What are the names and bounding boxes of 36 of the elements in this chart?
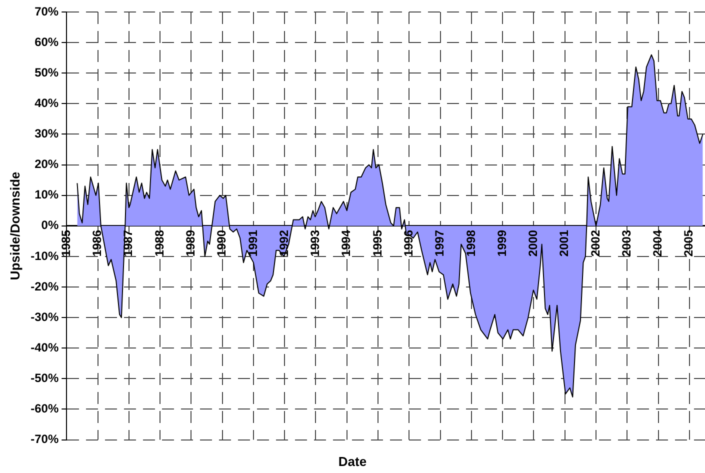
y-tick-label: -10% [30,248,59,263]
x-tick-label: 1995 [370,230,384,257]
y-tick-label: 70% [34,4,59,18]
x-tick-label: 1991 [246,230,260,257]
y-tick-label: -30% [30,310,59,324]
y-tick-label: -40% [30,340,59,354]
x-tick-label: 1988 [152,230,166,257]
x-tick-label: 1986 [90,230,104,257]
x-tick-label: 1998 [464,230,478,257]
y-tick-label: 20% [34,157,59,172]
y-tick-label: -50% [30,371,59,385]
y-tick-label: -60% [30,402,59,416]
y-tick-label: 30% [34,126,59,141]
x-tick-label: 2005 [682,230,696,257]
x-tick-label: 1996 [401,230,416,257]
x-tick-label: 2004 [650,230,665,257]
y-tick-label: 50% [34,65,59,80]
y-tick-label: 10% [34,188,59,202]
y-tick-label: 40% [34,96,59,110]
y-tick-label: 0% [41,218,59,232]
x-tick-label: 1990 [214,230,229,257]
x-tick-label: 1993 [308,230,322,257]
x-tick-label: 2003 [619,230,634,257]
x-axis-title: Date [337,454,368,469]
x-tick-label: 1997 [432,230,447,257]
y-tick-label: -20% [30,279,59,294]
y-tick-label: -70% [30,432,59,446]
y-tick-label: 60% [34,34,59,49]
x-tick-label: 1989 [183,230,198,257]
x-tick-label: 2002 [588,230,602,257]
x-tick-label: 2001 [557,230,572,257]
x-tick-label: 2000 [526,230,540,257]
y-axis-title: Upside/Downside [7,172,22,280]
x-tick-label: 1994 [339,230,354,257]
x-tick-label: 1992 [276,230,291,257]
x-tick-label: 1999 [494,230,509,257]
